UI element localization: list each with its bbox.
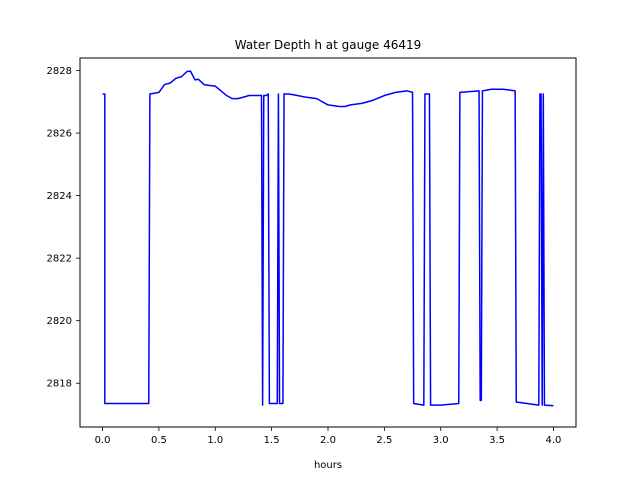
- y-tick-label: 2824: [47, 191, 72, 202]
- y-tick-label: 2820: [47, 316, 72, 327]
- x-tick-label: 2.0: [320, 435, 336, 446]
- chart-title: Water Depth h at gauge 46419: [235, 38, 422, 52]
- x-tick-label: 2.5: [376, 435, 392, 446]
- x-tick-label: 1.5: [264, 435, 280, 446]
- x-tick-label: 4.0: [546, 435, 562, 446]
- y-tick-label: 2828: [47, 66, 72, 77]
- plot-frame: [79, 57, 577, 428]
- y-tick-label: 2818: [47, 379, 72, 390]
- x-tick-label: 1.0: [207, 435, 223, 446]
- y-tick-label: 2822: [47, 254, 72, 265]
- x-axis-label: hours: [314, 460, 342, 471]
- x-tick-label: 0.0: [95, 435, 111, 446]
- plot-area: [102, 70, 554, 407]
- x-axis-ticks: 0.0 0.5 1.0 1.5 2.0 2.5 3.0 3.5 4.0: [95, 427, 562, 446]
- series-line-0: [102, 70, 554, 407]
- y-tick-label: 2826: [47, 129, 72, 140]
- x-tick-label: 3.5: [489, 435, 505, 446]
- x-tick-label: 0.5: [151, 435, 167, 446]
- y-axis-ticks: 2818 2820 2822 2824 2826 2828: [47, 66, 80, 390]
- x-tick-label: 3.0: [433, 435, 449, 446]
